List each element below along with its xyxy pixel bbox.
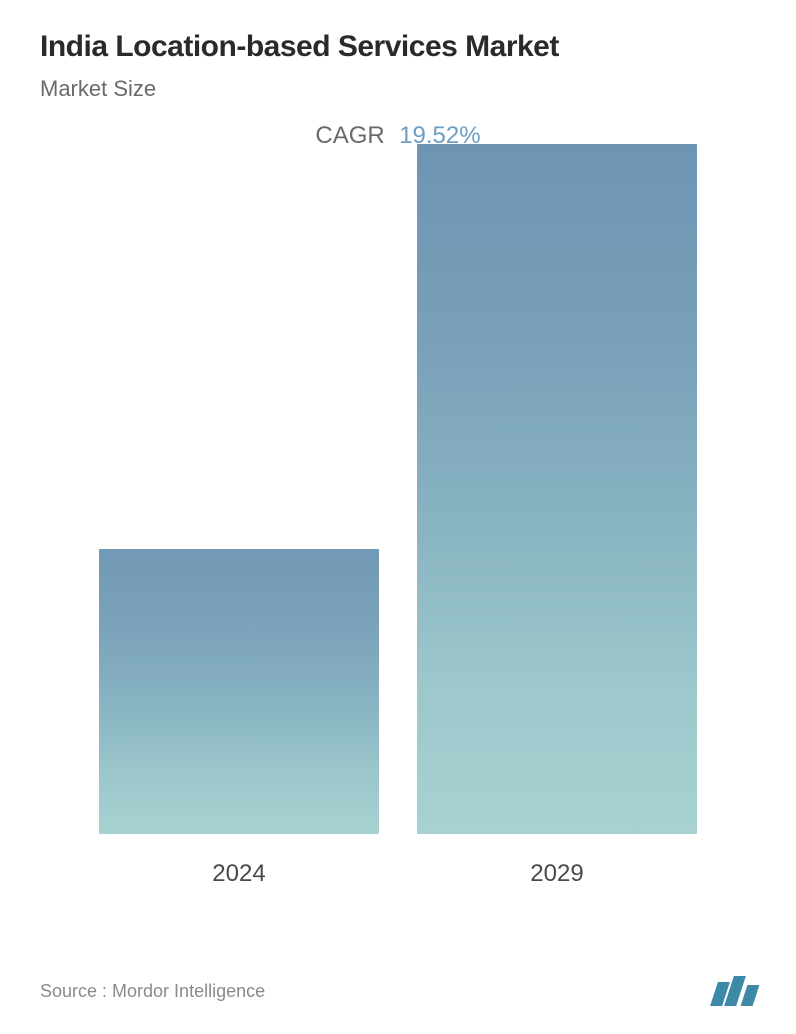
source-text: Source : Mordor Intelligence: [40, 981, 265, 1002]
cagr-label: CAGR: [315, 122, 384, 149]
footer: Source : Mordor Intelligence: [40, 976, 756, 1006]
chart-title: India Location-based Services Market: [40, 30, 756, 64]
logo-bar-3: [741, 985, 760, 1006]
bar-group-1: 2029: [417, 144, 697, 888]
bar-0: [99, 549, 379, 834]
bar-label-0: 2024: [212, 860, 265, 888]
bar-group-0: 2024: [99, 549, 379, 888]
bar-1: [417, 144, 697, 834]
chart-subtitle: Market Size: [40, 76, 756, 102]
brand-logo-icon: [714, 976, 756, 1006]
chart-area: 2024 2029: [40, 168, 756, 888]
bar-label-1: 2029: [530, 860, 583, 888]
